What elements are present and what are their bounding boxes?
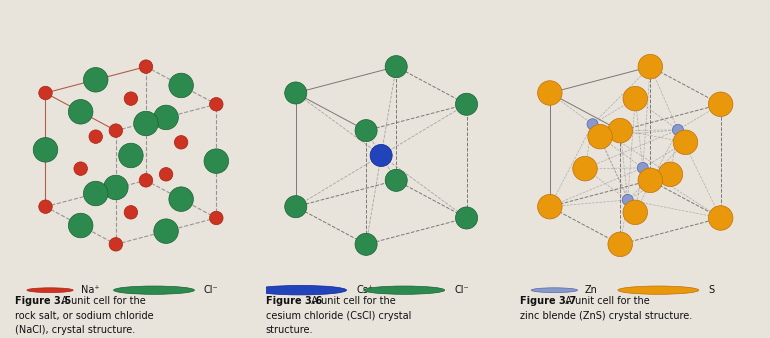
Text: rock salt, or sodium chloride: rock salt, or sodium chloride <box>15 311 154 321</box>
Text: A unit cell for the: A unit cell for the <box>305 296 396 306</box>
Circle shape <box>104 175 128 200</box>
Circle shape <box>588 124 612 149</box>
Text: A unit cell for the: A unit cell for the <box>55 296 146 306</box>
Circle shape <box>363 286 445 294</box>
Circle shape <box>209 98 223 111</box>
Circle shape <box>38 86 52 100</box>
Circle shape <box>38 200 52 213</box>
Circle shape <box>658 162 683 187</box>
Circle shape <box>83 68 108 92</box>
Circle shape <box>154 219 179 243</box>
Text: Cs⁺: Cs⁺ <box>357 285 373 295</box>
Text: Figure 3.5: Figure 3.5 <box>15 296 72 306</box>
Text: S: S <box>708 285 715 295</box>
Circle shape <box>708 206 733 230</box>
Circle shape <box>618 286 699 294</box>
Circle shape <box>385 55 407 78</box>
Circle shape <box>285 82 306 104</box>
Circle shape <box>74 162 88 175</box>
Circle shape <box>139 60 152 73</box>
Circle shape <box>254 285 346 295</box>
Circle shape <box>109 238 122 251</box>
Circle shape <box>109 124 122 137</box>
Circle shape <box>537 81 562 105</box>
Circle shape <box>69 99 93 124</box>
Circle shape <box>174 136 188 149</box>
Text: Cl⁻: Cl⁻ <box>454 285 469 295</box>
Circle shape <box>370 144 392 167</box>
Circle shape <box>638 168 662 193</box>
Circle shape <box>573 156 598 181</box>
Circle shape <box>139 174 152 187</box>
Circle shape <box>708 92 733 117</box>
Text: A unit cell for the: A unit cell for the <box>559 296 650 306</box>
Text: zinc blende (ZnS) crystal structure.: zinc blende (ZnS) crystal structure. <box>520 311 692 321</box>
Text: Figure 3.6: Figure 3.6 <box>266 296 322 306</box>
Circle shape <box>672 124 684 136</box>
Circle shape <box>27 288 73 293</box>
Circle shape <box>456 207 477 229</box>
Circle shape <box>159 168 172 181</box>
Text: cesium chloride (CsCl) crystal: cesium chloride (CsCl) crystal <box>266 311 411 321</box>
Circle shape <box>285 196 306 218</box>
Text: Na⁺: Na⁺ <box>81 285 99 295</box>
Circle shape <box>83 181 108 206</box>
Circle shape <box>623 87 648 111</box>
Circle shape <box>124 206 138 219</box>
Circle shape <box>608 232 632 257</box>
Circle shape <box>154 105 179 130</box>
Circle shape <box>638 54 662 79</box>
Text: Zn: Zn <box>585 285 598 295</box>
Circle shape <box>169 73 193 98</box>
Circle shape <box>355 233 377 256</box>
Circle shape <box>623 200 648 224</box>
Circle shape <box>638 162 648 173</box>
Circle shape <box>209 211 223 225</box>
Circle shape <box>537 194 562 219</box>
Text: (NaCl), crystal structure.: (NaCl), crystal structure. <box>15 325 136 335</box>
Circle shape <box>33 138 58 162</box>
Circle shape <box>456 93 477 115</box>
Circle shape <box>608 118 632 143</box>
Circle shape <box>119 143 143 168</box>
Circle shape <box>134 111 158 136</box>
Circle shape <box>114 286 194 294</box>
Circle shape <box>673 130 698 154</box>
Circle shape <box>385 169 407 191</box>
Circle shape <box>124 92 138 105</box>
Circle shape <box>622 194 633 206</box>
Text: structure.: structure. <box>266 325 313 335</box>
Circle shape <box>204 149 229 173</box>
Circle shape <box>89 130 102 143</box>
Circle shape <box>169 187 193 212</box>
Text: Figure 3.7: Figure 3.7 <box>520 296 576 306</box>
Circle shape <box>69 213 93 238</box>
Text: Cl⁻: Cl⁻ <box>204 285 219 295</box>
Circle shape <box>587 119 598 130</box>
Circle shape <box>531 288 578 293</box>
Circle shape <box>355 120 377 142</box>
